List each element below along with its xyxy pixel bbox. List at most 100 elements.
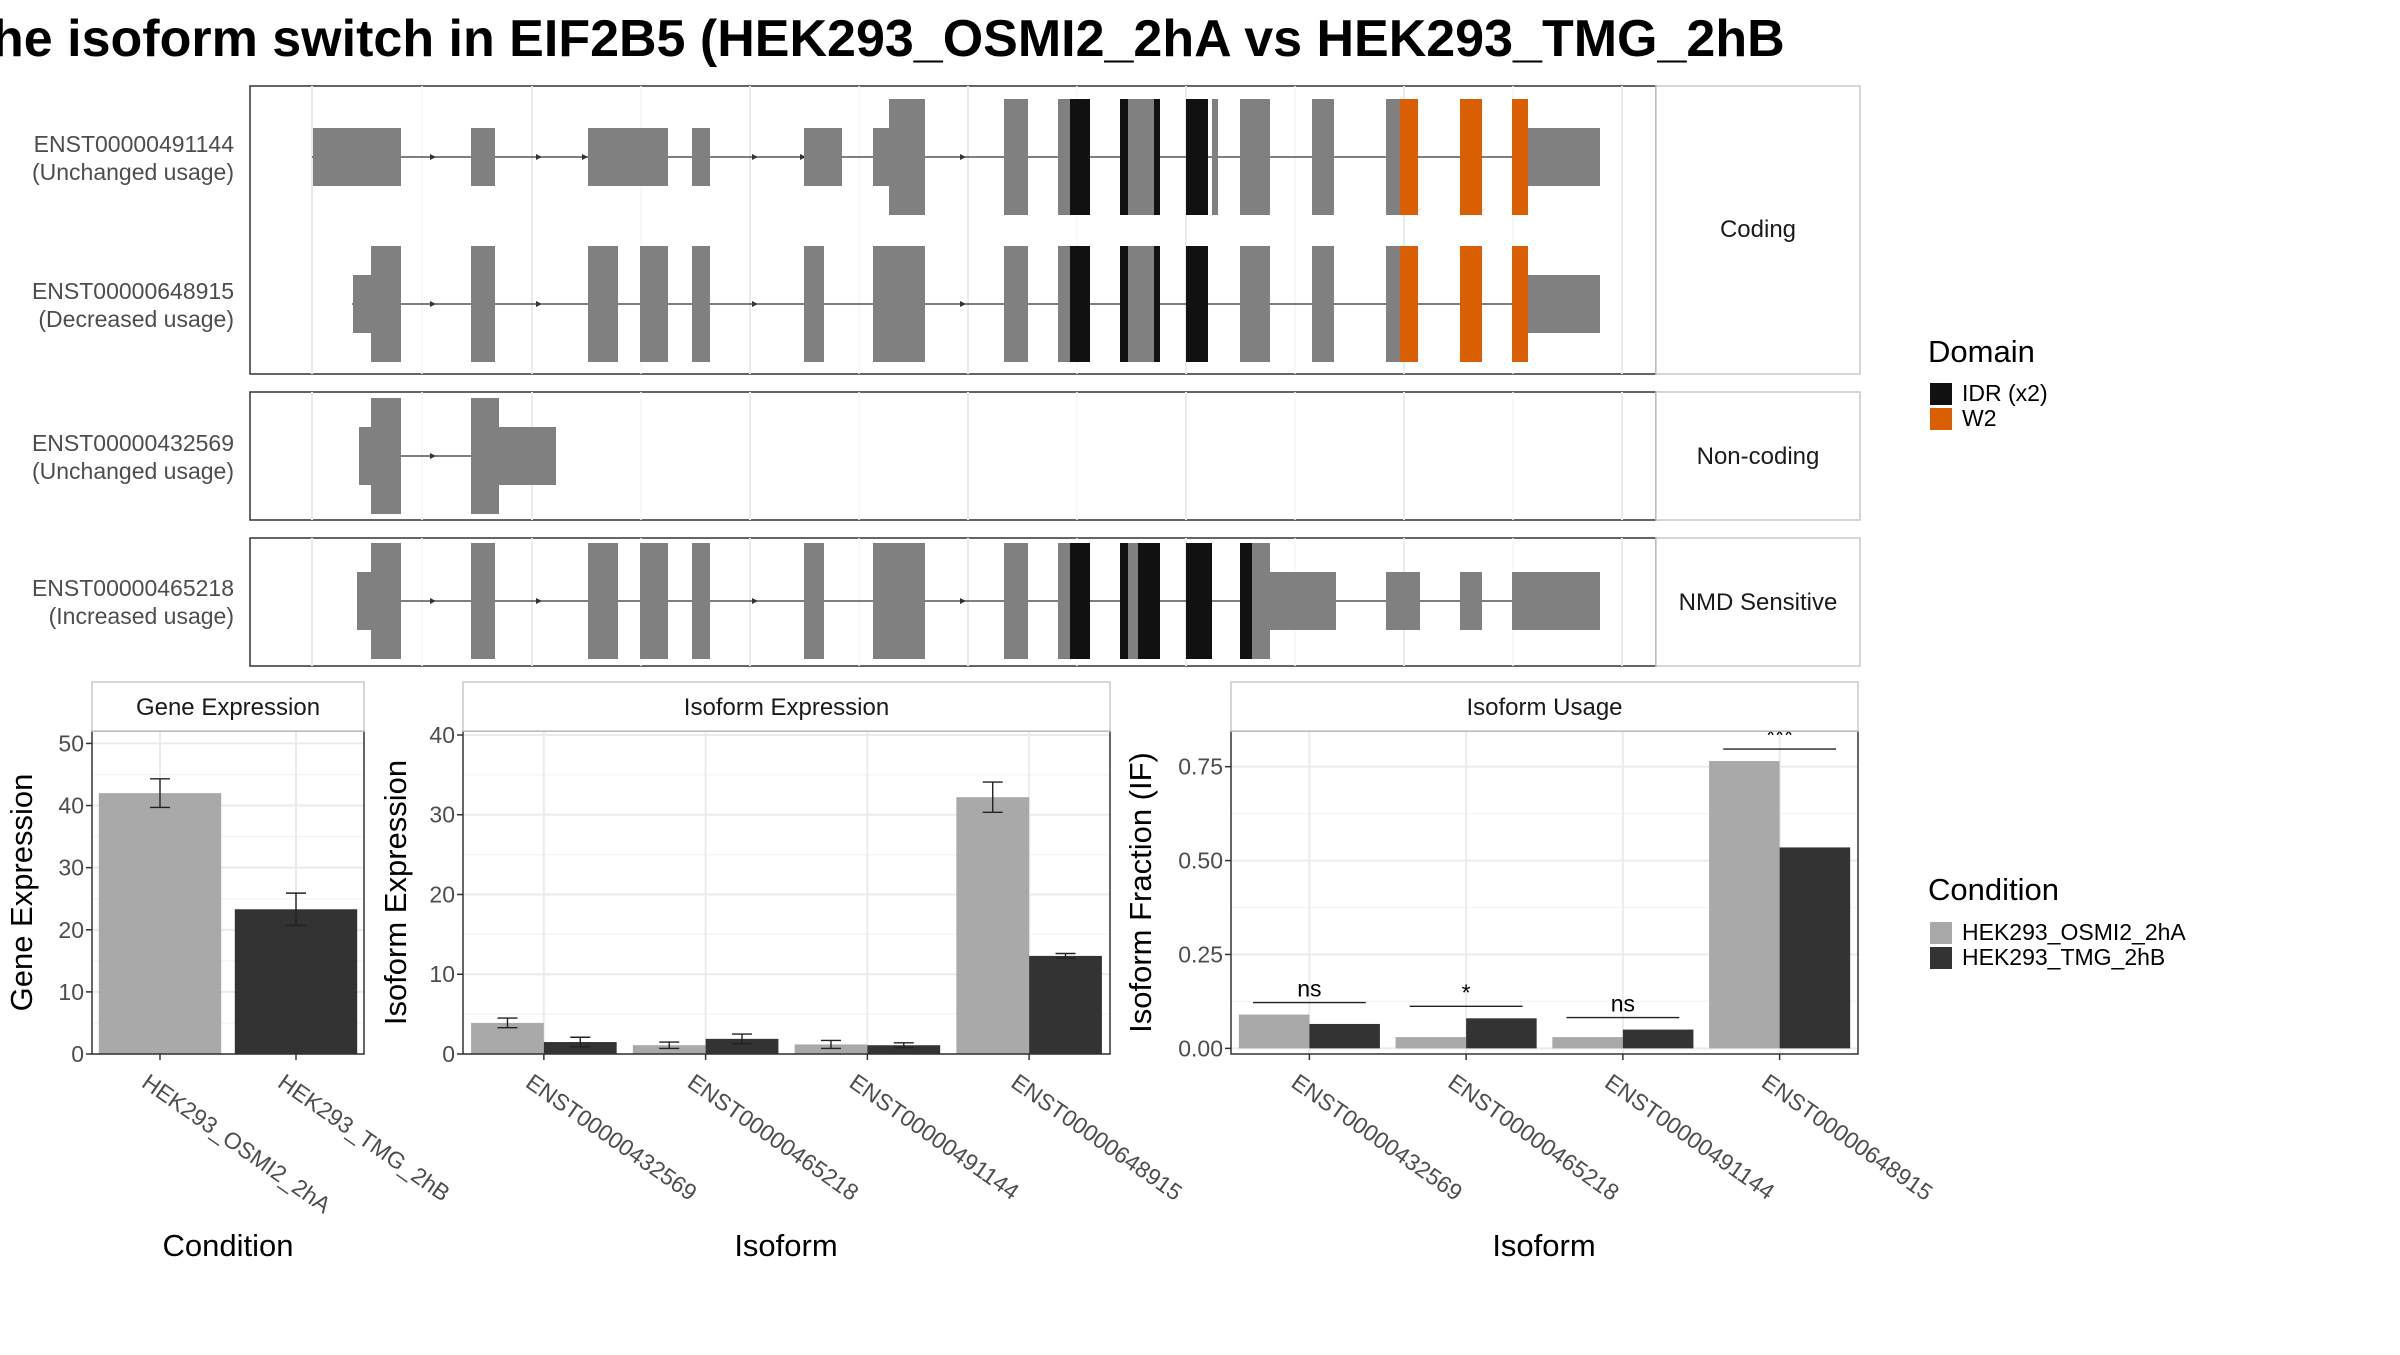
- panel-coding: Coding: [249, 85, 1861, 375]
- bar: [1029, 955, 1102, 1054]
- x-axis-title: Isoform: [1492, 1228, 1595, 1263]
- y-axis-title: Isoform Fraction (IF): [1123, 752, 1158, 1033]
- transcript-panels: Coding: [32, 85, 1861, 667]
- direction-arrows: [430, 301, 966, 307]
- w2-legend-key: [1930, 408, 1952, 430]
- x-tick-label: ENST00000491144: [845, 1069, 1024, 1205]
- bar: [1709, 761, 1780, 1049]
- cond2-legend-label: HEK293_TMG_2hB: [1962, 944, 2165, 970]
- track-label-id: ENST00000432569: [32, 430, 234, 456]
- facet-strip: [91, 681, 365, 732]
- x-axis-title: Condition: [163, 1228, 294, 1263]
- y-tick-label: 40: [58, 793, 84, 819]
- idr-legend-label: IDR (x2): [1962, 380, 2048, 406]
- x-tick-label: ENST00000432569: [521, 1069, 701, 1206]
- x-tick-label: ENST00000648915: [1757, 1069, 1937, 1206]
- track-enst00000432569: [359, 398, 556, 514]
- bar: [1466, 1018, 1537, 1049]
- track-label-usage: (Increased usage): [49, 603, 234, 629]
- strip-label-coding: Coding: [1720, 216, 1796, 243]
- panel-title: Isoform Usage: [1466, 694, 1622, 721]
- y-tick-label: 30: [429, 802, 455, 828]
- cond2-legend-key: [1930, 947, 1952, 969]
- y-tick-label: 0.50: [1178, 848, 1223, 874]
- idr-legend-key: [1930, 383, 1952, 405]
- y-tick-label: 30: [58, 855, 84, 881]
- bar: [705, 1038, 779, 1054]
- y-tick-label: 0.25: [1178, 941, 1223, 967]
- w2-domain-blocks: [1400, 246, 1528, 362]
- direction-arrows: [430, 154, 966, 160]
- track-label-id: ENST00000648915: [32, 278, 234, 304]
- bar: [867, 1045, 941, 1054]
- x-tick-label: ENST00000465218: [1444, 1069, 1624, 1206]
- track-label-usage: (Unchanged usage): [32, 159, 234, 185]
- panel-title: Gene Expression: [136, 694, 320, 721]
- y-tick-label: 0.00: [1178, 1035, 1223, 1061]
- exon-blocks: [359, 398, 556, 514]
- strip-label-nmd-sensitive: NMD Sensitive: [1679, 589, 1838, 616]
- track-label-usage: (Unchanged usage): [32, 458, 234, 484]
- significance-label: ns: [1297, 976, 1321, 1002]
- idr-domain-blocks: [1070, 99, 1208, 215]
- y-tick-label: 10: [58, 979, 84, 1005]
- y-tick-label: 50: [58, 730, 84, 756]
- track-enst00000491144: [312, 99, 1600, 215]
- track-enst00000648915: [352, 246, 1600, 362]
- domain-legend-title: Domain: [1928, 334, 2035, 369]
- track-label-id: ENST00000491144: [34, 131, 235, 157]
- w2-legend-label: W2: [1962, 405, 1997, 431]
- x-tick-label: ENST00000432569: [1287, 1069, 1467, 1206]
- x-tick-label: ENST00000465218: [683, 1069, 863, 1206]
- cond1-legend-label: HEK293_OSMI2_2hA: [1962, 919, 2186, 945]
- bar: [1309, 1023, 1380, 1049]
- x-tick-label: ENST00000648915: [1007, 1069, 1187, 1206]
- y-tick-label: 40: [429, 722, 455, 748]
- condition-legend: Condition HEK293_OSMI2_2hA HEK293_TMG_2h…: [1928, 872, 2186, 970]
- bar: [234, 909, 358, 1054]
- panel-title: Isoform Expression: [684, 694, 889, 721]
- bar: [794, 1044, 868, 1054]
- y-tick-label: 20: [429, 881, 455, 907]
- y-tick-label: 20: [58, 917, 84, 943]
- y-tick-label: 0: [71, 1041, 84, 1067]
- figure-title: he isoform switch in EIF2B5 (HEK293_OSMI…: [0, 10, 1785, 68]
- significance-label: *: [1462, 979, 1471, 1005]
- facet-strip: [462, 681, 1111, 732]
- panel-non-coding: Non-coding: [249, 391, 1861, 521]
- y-axis-title: Gene Expression: [4, 774, 39, 1012]
- y-tick-label: 0.75: [1178, 754, 1223, 780]
- bar: [543, 1042, 617, 1054]
- bar: [956, 797, 1030, 1054]
- bar: [632, 1045, 706, 1054]
- bar: [1552, 1037, 1623, 1049]
- track-enst00000465218: [357, 543, 1600, 659]
- x-tick-label: ENST00000491144: [1600, 1069, 1779, 1205]
- y-axis-title: Isoform Expression: [378, 760, 413, 1025]
- bar: [1238, 1014, 1310, 1049]
- idr-domain-blocks: [1070, 246, 1208, 362]
- panel-nmd-frame: [249, 537, 1657, 667]
- bar: [98, 793, 222, 1054]
- bar: [1622, 1029, 1694, 1049]
- y-tick-label: 0: [442, 1041, 455, 1067]
- w2-domain-blocks: [1400, 99, 1528, 215]
- panel-coding-frame: [249, 85, 1657, 375]
- domain-legend: Domain IDR (x2) W2: [1928, 334, 2048, 431]
- panel-nmd-sensitive: NMD Sensitive: [249, 537, 1861, 667]
- cond1-legend-key: [1930, 922, 1952, 944]
- condition-legend-title: Condition: [1928, 872, 2059, 907]
- transcript-labels: ENST00000491144 (Unchanged usage) ENST00…: [32, 131, 234, 629]
- track-label-id: ENST00000465218: [32, 575, 234, 601]
- isoform-expression-chart: 0 10 20 30 40 Isoform Expression ENST000004325…: [378, 681, 1187, 1263]
- panel-coding-strip: [1655, 85, 1861, 375]
- significance-label: ns: [1611, 991, 1635, 1017]
- track-label-usage: (Decreased usage): [38, 306, 234, 332]
- facet-strip: [1230, 681, 1859, 732]
- strip-label-non-coding: Non-coding: [1697, 443, 1820, 470]
- idr-domain-blocks: [1070, 543, 1252, 659]
- bar: [1395, 1037, 1467, 1049]
